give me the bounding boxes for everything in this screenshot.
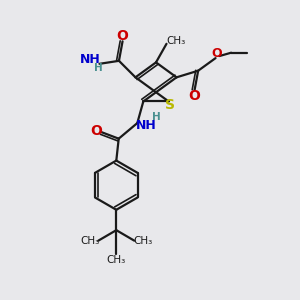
Text: NH: NH <box>80 53 101 66</box>
Text: CH₃: CH₃ <box>80 236 100 246</box>
Text: O: O <box>212 47 222 60</box>
Text: S: S <box>165 98 175 112</box>
Text: H: H <box>94 63 103 73</box>
Text: O: O <box>117 29 128 43</box>
Text: H: H <box>152 112 160 122</box>
Text: CH₃: CH₃ <box>133 236 152 246</box>
Text: O: O <box>188 89 200 103</box>
Text: NH: NH <box>136 119 157 132</box>
Text: CH₃: CH₃ <box>167 36 186 46</box>
Text: CH₃: CH₃ <box>107 255 126 265</box>
Text: O: O <box>90 124 102 138</box>
